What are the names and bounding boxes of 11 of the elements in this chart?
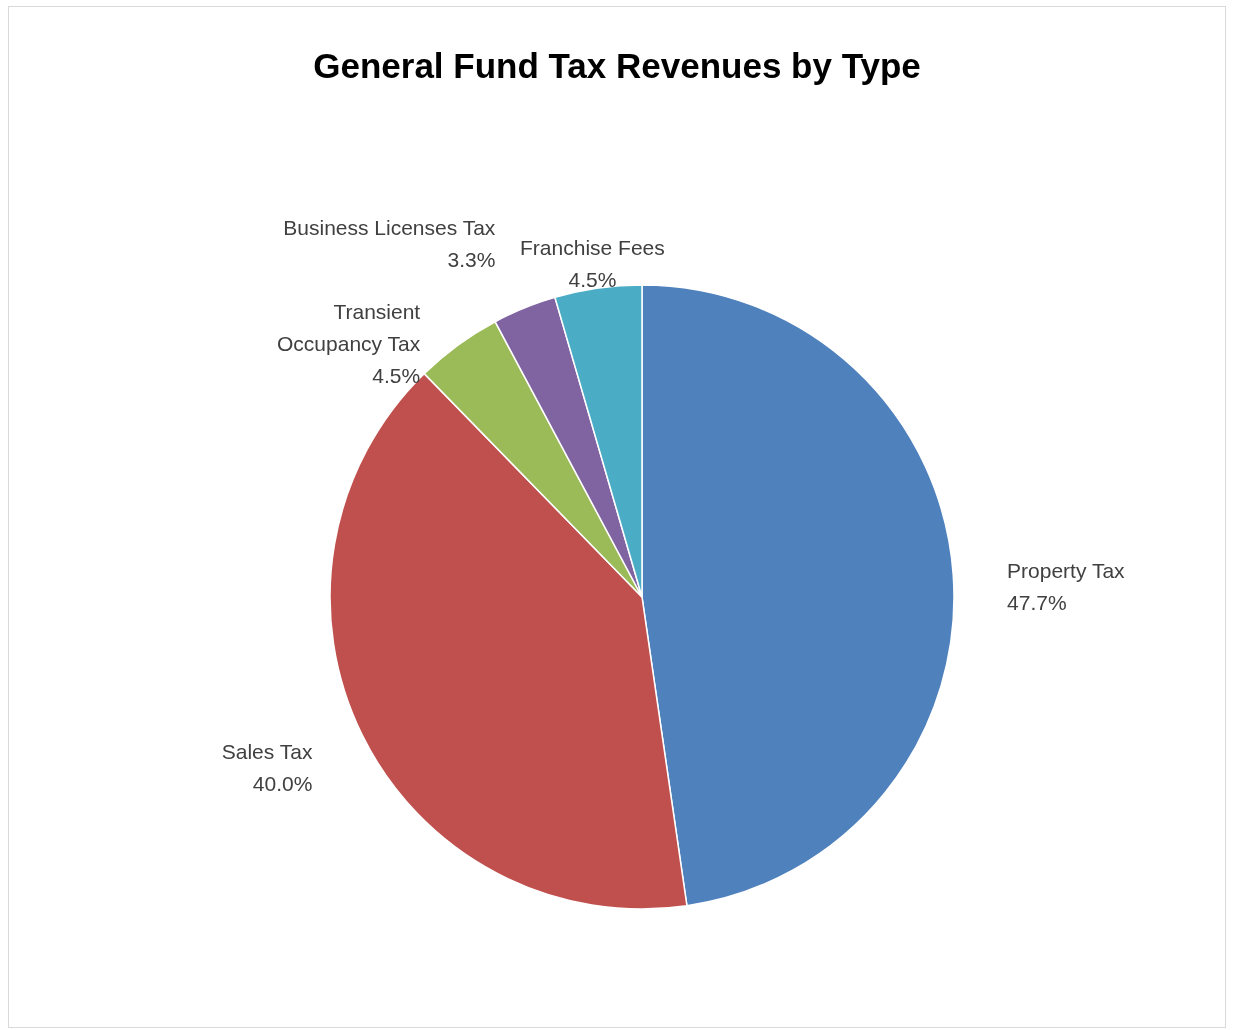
slice-label: Transient Occupancy Tax (277, 299, 421, 355)
chart-title: General Fund Tax Revenues by Type (313, 46, 921, 85)
data-label: 40.0% (252, 771, 313, 795)
data-label: 4.5% (568, 267, 617, 291)
slice-label: Sales Tax (221, 739, 313, 763)
slice-label: Franchise Fees (520, 235, 665, 259)
data-label: 47.7% (1007, 590, 1067, 614)
slice-label: Property Tax (1007, 558, 1126, 582)
data-label: 3.3% (447, 247, 496, 271)
data-label: 4.5% (372, 363, 421, 387)
slice-label: Business Licenses Tax (283, 215, 496, 239)
